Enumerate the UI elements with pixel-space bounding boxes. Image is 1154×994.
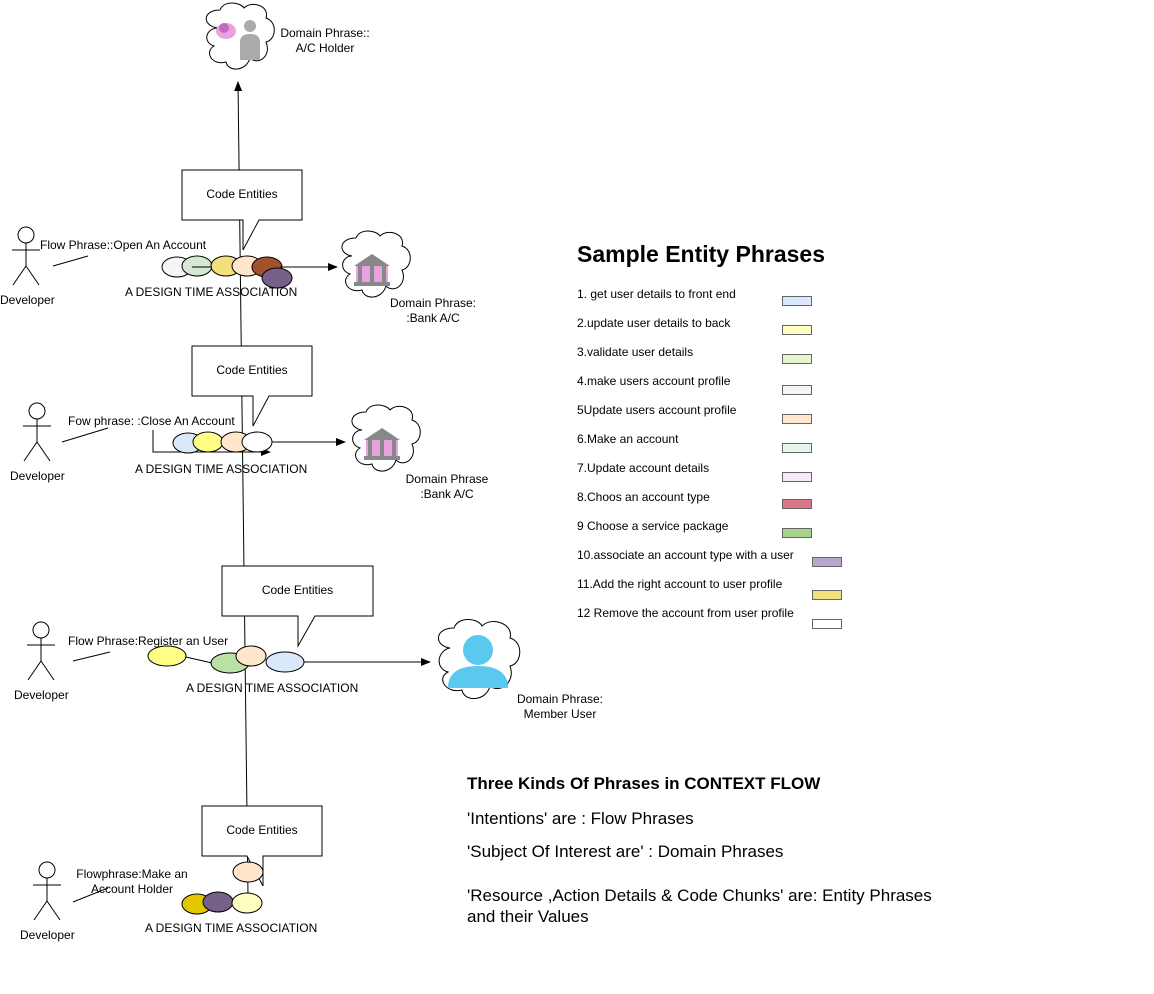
legend-swatch (812, 557, 842, 567)
flow-connector-4 (72, 887, 109, 903)
domain-label-bank-1-line1: Domain Phrase: (389, 296, 477, 310)
bank-icon (364, 428, 400, 460)
legend-swatch (812, 619, 842, 629)
domain-label-bank-2-line1: Domain Phrase (405, 472, 489, 486)
association-label-4: A DESIGN TIME ASSOCIATION (145, 921, 318, 935)
flow-phrase-label-4: Flowphrase:Make an Account Holder (72, 867, 192, 897)
legend-swatch (782, 499, 812, 509)
flow-connector-3 (72, 651, 111, 662)
legend-item-label: 9 Choose a service package (577, 519, 729, 533)
domain-cloud-ac-holder[interactable] (205, 2, 275, 70)
domain-label-bank-1: Domain Phrase: :Bank A/C (378, 296, 488, 326)
legend-item-label: 7.Update account details (577, 461, 710, 475)
legend-item-label: 3.validate user details (577, 345, 694, 359)
notes-title: Three Kinds Of Phrases in CONTEXT FLOW (467, 774, 821, 793)
actor-developer-3 (27, 621, 55, 681)
actor-label-2: Developer (10, 469, 65, 483)
member-user-icon (448, 635, 508, 688)
legend-item-label: 10.associate an account type with a user (577, 548, 794, 562)
domain-label-bank-2: Domain Phrase :Bank A/C (393, 472, 501, 502)
actor-label-4: Developer (20, 928, 75, 942)
legend-item-label: 2.update user details to back (577, 316, 731, 330)
actor-developer-2 (23, 402, 51, 462)
legend-swatch (782, 443, 812, 453)
domain-top-line1: Domain Phrase:: (280, 26, 370, 40)
legend-swatch (782, 414, 812, 424)
legend-swatch (782, 325, 812, 335)
flow-phrase-label-2: Fow phrase: :Close An Account (68, 414, 235, 428)
legend-item-label: 6.Make an account (577, 432, 679, 446)
piggy-bank-icon (216, 23, 236, 39)
actor-developer-4 (33, 861, 61, 921)
domain-label-member-line1: Domain Phrase: (516, 692, 604, 706)
association-label-3: A DESIGN TIME ASSOCIATION (186, 681, 359, 695)
actor-label-3: Developer (14, 688, 69, 702)
legend-swatch (782, 472, 812, 482)
flow-phrase-label-4-line2: Account Holder (90, 882, 174, 896)
domain-label-bank-1-line2: :Bank A/C (406, 311, 460, 325)
callout-label-1: Code Entities (206, 187, 278, 201)
entity-chain-3 (147, 645, 431, 674)
domain-label-bank-2-line2: :Bank A/C (420, 487, 474, 501)
entity-chain-4 (181, 861, 264, 915)
legend-swatch (782, 385, 812, 395)
legend-swatch (812, 590, 842, 600)
entity-chain-2 (152, 430, 346, 456)
flow-connector-1 (52, 255, 89, 267)
legend-item-label: 5Update users account profile (577, 403, 737, 417)
legend-swatch (782, 354, 812, 364)
flow-connector-2 (61, 427, 109, 443)
note-intentions: 'Intentions' are : Flow Phrases (467, 809, 694, 828)
association-label-2: A DESIGN TIME ASSOCIATION (135, 462, 308, 476)
domain-top-label: Domain Phrase:: A/C Holder (270, 26, 380, 56)
person-icon (240, 20, 260, 60)
domain-label-member-user: Domain Phrase: Member User (505, 692, 615, 722)
callout-label-2: Code Entities (216, 363, 288, 377)
legend-swatch (782, 296, 812, 306)
legend-item-label: 1. get user details to front end (577, 287, 736, 301)
flow-phrase-label-3: Flow Phrase:Register an User (68, 634, 229, 648)
callout-code-entities-3[interactable] (221, 565, 374, 648)
actor-label-1: Developer (0, 293, 55, 307)
domain-cloud-bank-2[interactable] (351, 404, 421, 472)
callout-code-entities-1[interactable] (181, 169, 303, 251)
legend-swatch (782, 528, 812, 538)
domain-cloud-member-user[interactable] (438, 619, 521, 699)
legend-item-label: 11.Add the right account to user profile (577, 577, 783, 591)
note-subject-of-interest: 'Subject Of Interest are' : Domain Phras… (467, 842, 784, 861)
domain-label-member-line2: Member User (523, 707, 597, 721)
legend-item-label: 4.make users account profile (577, 374, 731, 388)
note-resource-action-line1: 'Resource ,Action Details & Code Chunks'… (467, 886, 932, 905)
domain-top-line2: A/C Holder (295, 41, 355, 55)
legend-item-label: 12 Remove the account from user profile (577, 606, 794, 620)
flow-phrase-label-4-line1: Flowphrase:Make an (76, 867, 188, 881)
domain-cloud-bank-1[interactable] (341, 230, 411, 298)
callout-label-3: Code Entities (261, 583, 334, 597)
flow-phrase-label-1: Flow Phrase::Open An Account (40, 238, 207, 252)
association-label-1: A DESIGN TIME ASSOCIATION (125, 285, 298, 299)
entity-chain-1 (161, 255, 338, 289)
legend-item-label: 8.Choos an account type (577, 490, 710, 504)
note-resource-action-line2: and their Values (467, 907, 589, 926)
callout-label-4: Code Entities (226, 823, 298, 837)
legend-title: Sample Entity Phrases (577, 241, 825, 267)
actor-developer-1 (12, 226, 40, 286)
callout-code-entities-2[interactable] (191, 345, 313, 427)
bank-icon (354, 254, 390, 286)
